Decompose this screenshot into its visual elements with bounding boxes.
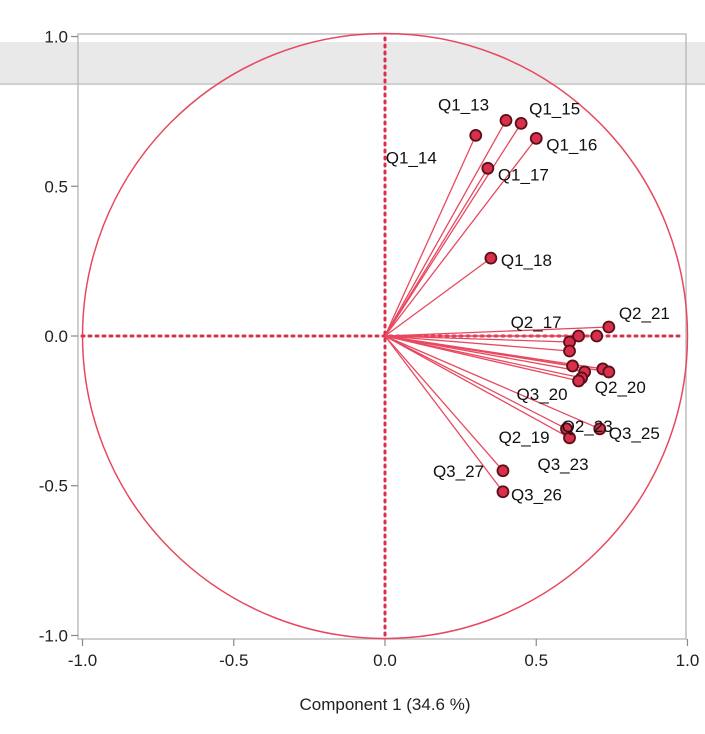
point-label: Q1_13 bbox=[438, 95, 489, 114]
y-tick-label: 0.0 bbox=[44, 327, 68, 346]
point-label: Q1_15 bbox=[529, 99, 580, 118]
loading-point[interactable] bbox=[481, 161, 495, 175]
loading-point[interactable] bbox=[496, 464, 510, 478]
loading-vector bbox=[384, 335, 579, 382]
loading-vector bbox=[384, 123, 522, 337]
loading-vector bbox=[384, 335, 567, 430]
loading-vector bbox=[384, 326, 609, 337]
point-label: Q2_20 bbox=[595, 378, 646, 397]
loading-vector bbox=[384, 257, 492, 337]
loading-point[interactable] bbox=[529, 131, 543, 145]
loading-vector bbox=[384, 167, 489, 337]
loading-point[interactable] bbox=[563, 344, 576, 358]
y-tick-label: -1.0 bbox=[39, 626, 68, 645]
loading-point[interactable] bbox=[566, 359, 579, 373]
point-label: Q3_25 bbox=[609, 424, 660, 443]
point-label: Q3_27 bbox=[433, 462, 484, 481]
point-label: Q3_20 bbox=[517, 385, 568, 404]
loading-vector bbox=[384, 335, 601, 430]
loading-point[interactable] bbox=[602, 320, 616, 334]
x-tick-label: -0.5 bbox=[219, 651, 248, 670]
top-band bbox=[0, 42, 705, 84]
loading-vector bbox=[384, 335, 570, 343]
y-tick-label: 1.0 bbox=[44, 28, 68, 47]
loading-vector bbox=[384, 120, 507, 337]
point-label: Q1_17 bbox=[498, 165, 549, 184]
point-label: Q1_14 bbox=[386, 148, 437, 167]
loading-vector bbox=[384, 335, 504, 472]
x-axis-title: Component 1 (34.6 %) bbox=[299, 695, 470, 714]
point-label: Q2_17 bbox=[511, 313, 562, 332]
loading-vector bbox=[384, 335, 504, 493]
loading-vector bbox=[384, 335, 570, 352]
loading-vector bbox=[384, 135, 477, 337]
point-label: Q3_23 bbox=[538, 455, 589, 474]
point-label: Q3_26 bbox=[511, 486, 562, 505]
loading-point[interactable] bbox=[593, 422, 607, 436]
loading-point[interactable] bbox=[563, 431, 576, 445]
loading-point[interactable] bbox=[572, 374, 585, 388]
x-tick-label: 0.0 bbox=[373, 651, 397, 670]
point-label: Q2_23 bbox=[562, 417, 613, 436]
point-label: Q1_18 bbox=[501, 251, 552, 270]
loading-vector bbox=[384, 335, 570, 439]
point-label: Q2_19 bbox=[499, 428, 550, 447]
point-label: Q1_16 bbox=[546, 135, 597, 154]
loading-vector bbox=[384, 137, 537, 337]
loading-point[interactable] bbox=[514, 116, 528, 130]
x-tick-label: -1.0 bbox=[68, 651, 97, 670]
loading-point[interactable] bbox=[499, 113, 513, 127]
loading-point[interactable] bbox=[572, 329, 585, 343]
loading-point[interactable] bbox=[602, 365, 616, 379]
loading-point[interactable] bbox=[484, 251, 498, 265]
loading-point[interactable] bbox=[496, 485, 510, 499]
y-tick-label: -0.5 bbox=[39, 477, 68, 496]
point-label: Q2_21 bbox=[619, 304, 670, 323]
loading-point[interactable] bbox=[590, 329, 604, 343]
x-tick-label: 1.0 bbox=[676, 651, 700, 670]
loading-point[interactable] bbox=[469, 128, 483, 142]
x-tick-label: 0.5 bbox=[524, 651, 548, 670]
y-tick-label: 0.5 bbox=[44, 177, 68, 196]
